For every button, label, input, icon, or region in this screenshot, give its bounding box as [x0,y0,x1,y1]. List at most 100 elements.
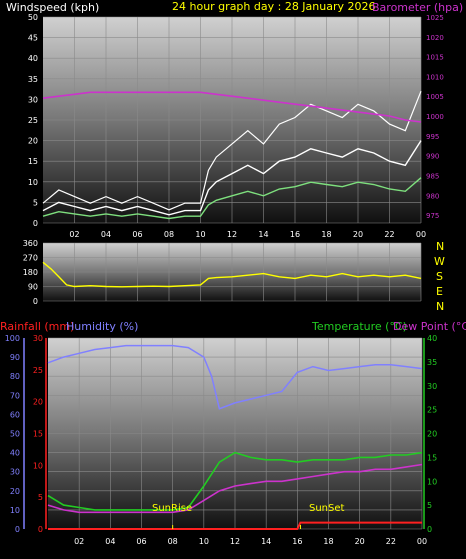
rainfall-y-tick-label: 10 [33,461,43,470]
wind-y-tick-label: 15 [28,157,38,166]
wind-y-tick-label: 35 [28,75,38,84]
climate-x-tick-label: 22 [386,537,396,546]
humidity-line [47,344,423,410]
barometer-y-tick-label: 1005 [426,93,444,101]
barometer-y-tick-label: 1025 [426,14,444,22]
temperature-y-tick-label: 35 [427,358,437,367]
humidity-y-tick-label: 90 [10,353,20,362]
humidity-y-tick-label: 40 [10,449,20,458]
humidity-y-tick-label: 70 [10,391,20,400]
climate-x-tick-label: 18 [323,537,333,546]
wind-x-tick-label: 08 [164,230,174,239]
temperature-y-tick-label: 15 [427,453,437,462]
wind-x-tick-label: 22 [384,230,394,239]
rainfall-y-tick-label: 5 [38,493,43,502]
direction-letter-s: S [436,270,443,283]
temperature-y-tick-label: 25 [427,406,437,415]
barometer-y-tick-label: 995 [426,133,439,141]
climate-x-tick-label: 20 [355,537,365,546]
wind-x-tick-label: 16 [290,230,300,239]
humidity-y-tick-label: 60 [10,410,20,419]
barometer-y-tick-label: 1010 [426,73,444,81]
direction-letter-e: E [436,285,443,298]
humidity-y-tick-label: 0 [15,525,20,534]
windspeed-axis-label: Windspeed (kph) [6,1,99,14]
direction-y-tick-label: 0 [33,297,38,306]
wind-y-tick-label: 5 [33,198,38,207]
rainfall-y-tick-label: 15 [33,430,43,439]
direction-letter-n-bottom: N [436,300,444,313]
dewpoint-line [47,463,423,514]
humidity-y-tick-label: 30 [10,468,20,477]
temperature-y-tick-label: 40 [427,334,437,343]
climate-x-tick-label: 02 [74,537,84,546]
wind-x-tick-label: 12 [227,230,237,239]
rainfall-axis-label: Rainfall (mm) [0,320,74,333]
barometer-axis-label: Barometer (hpa) [372,1,463,14]
climate-x-tick-label: 12 [230,537,240,546]
temperature-y-tick-label: 20 [427,430,437,439]
wind-x-tick-label: 18 [321,230,331,239]
wind-y-tick-label: 20 [28,137,38,146]
direction-y-tick-label: 180 [23,268,38,277]
direction-y-tick-label: 90 [28,283,38,292]
wind-y-tick-label: 40 [28,54,38,63]
direction-y-tick-label: 360 [23,239,38,248]
wind-y-tick-label: 10 [28,178,38,187]
temperature-y-tick-label: 30 [427,382,437,391]
wind-x-tick-label: 04 [101,230,111,239]
wind-x-tick-label: 10 [195,230,205,239]
humidity-axis-label: Humidity (%) [66,320,138,333]
wind-direction-line [42,261,422,288]
dewpoint-axis-label: Dew Point (°C) [393,320,466,333]
sunrise-label: SunRise [152,503,192,514]
wind-y-tick-label: 25 [28,116,38,125]
direction-letter-w: W [434,255,445,268]
barometer-y-tick-label: 1015 [426,54,444,62]
wind-x-tick-label: 00 [416,230,426,239]
humidity-y-tick-label: 50 [10,430,20,439]
wind-y-tick-label: 0 [33,219,38,228]
climate-x-tick-label: 10 [199,537,209,546]
wind-x-tick-label: 14 [258,230,268,239]
climate-x-tick-label: 16 [292,537,302,546]
windspeed-line [42,140,422,216]
direction-letter-n-top: N [436,240,444,253]
barometer-y-tick-label: 980 [426,192,439,200]
rainfall-y-tick-label: 25 [33,366,43,375]
climate-x-tick-label: 04 [105,537,115,546]
barometer-line [42,91,422,123]
barometer-y-tick-label: 990 [426,153,439,161]
wind-gust-line [42,90,422,211]
barometer-y-tick-label: 985 [426,172,439,180]
wind-y-tick-label: 30 [28,95,38,104]
wind-average-line [42,177,422,220]
temperature-axis-label: Temperature (°C) [311,320,407,333]
temperature-line [47,451,423,511]
humidity-y-tick-label: 80 [10,372,20,381]
temperature-y-tick-label: 0 [427,525,432,534]
temperature-y-tick-label: 10 [427,477,437,486]
chart-title: 24 hour graph day : 28 January 2026 [172,0,376,13]
barometer-y-tick-label: 975 [426,212,439,220]
wind-y-tick-label: 45 [28,34,38,43]
temperature-y-tick-label: 5 [427,501,432,510]
humidity-y-tick-label: 20 [10,487,20,496]
climate-x-tick-label: 14 [261,537,271,546]
sunset-label: SunSet [309,503,345,514]
wind-x-tick-label: 02 [69,230,79,239]
wind-x-tick-label: 06 [132,230,142,239]
wind-y-tick-label: 50 [28,13,38,22]
rainfall-y-tick-label: 0 [38,525,43,534]
barometer-y-tick-label: 1000 [426,113,444,121]
wind-x-tick-label: 20 [353,230,363,239]
humidity-y-tick-label: 10 [10,506,20,515]
humidity-y-tick-label: 100 [5,334,20,343]
rainfall-y-tick-label: 20 [33,398,43,407]
climate-x-tick-label: 06 [136,537,146,546]
rainfall-y-tick-label: 30 [33,334,43,343]
barometer-y-tick-label: 1020 [426,34,444,42]
climate-x-tick-label: 00 [417,537,427,546]
